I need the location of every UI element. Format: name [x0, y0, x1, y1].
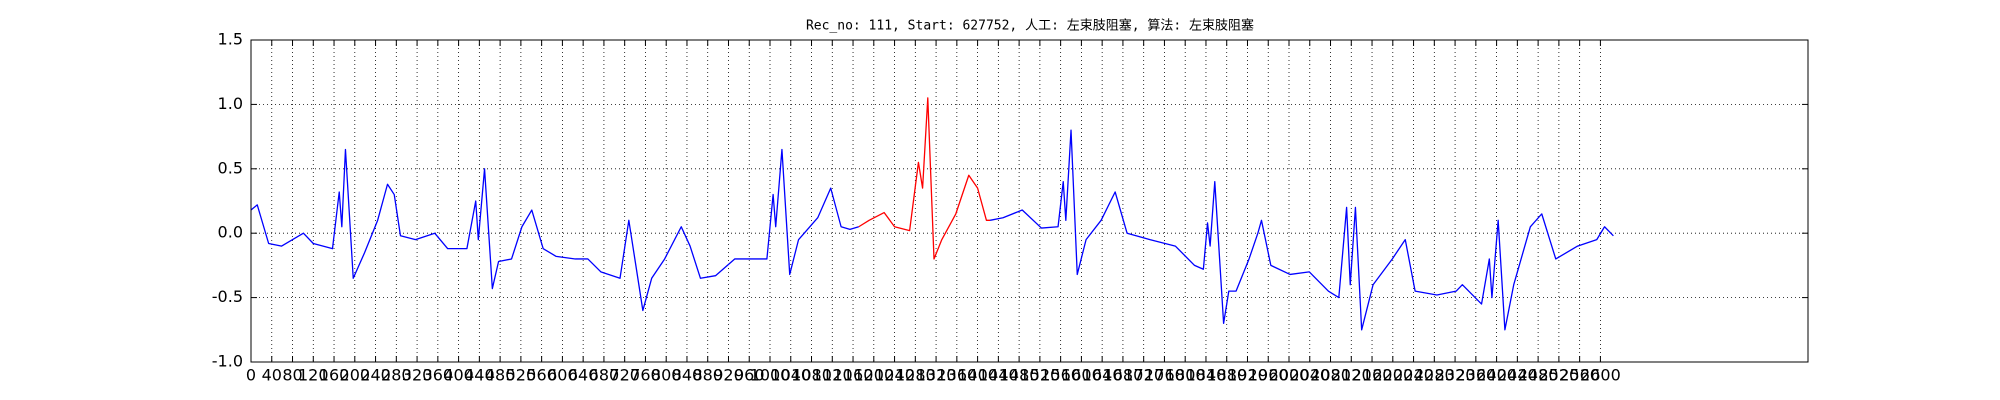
x-tick-label: 1000	[750, 366, 791, 385]
series-line	[858, 97, 991, 260]
x-tick-label: 720	[609, 366, 640, 385]
x-tick-label: 1080	[791, 366, 832, 385]
x-tick-label: 1120	[812, 366, 853, 385]
series-line	[989, 129, 1614, 331]
x-tick-label: 640	[568, 366, 599, 385]
x-tick-label: 480	[485, 366, 516, 385]
x-tick-label: 560	[526, 366, 557, 385]
x-tick-label: 2000	[1269, 366, 1310, 385]
x-tick-label: 2520	[1539, 366, 1580, 385]
y-tick-label: 1.0	[218, 94, 243, 113]
x-tick-label: 1040	[770, 366, 811, 385]
x-tick-label: 1200	[853, 366, 894, 385]
y-tick-label: 0.0	[218, 223, 243, 242]
x-tick-label: 600	[547, 366, 578, 385]
x-tick-label: 1960	[1248, 366, 1289, 385]
x-tick-label: 1440	[978, 366, 1019, 385]
x-tick-label: 240	[360, 366, 391, 385]
x-tick-label: 200	[340, 366, 371, 385]
x-tick-label: 2160	[1352, 366, 1393, 385]
x-tick-label: 1760	[1144, 366, 1185, 385]
x-tick-label: 1160	[833, 366, 874, 385]
x-tick-label: 2400	[1476, 366, 1517, 385]
x-tick-label: 920	[713, 366, 744, 385]
x-tick-label: 1360	[936, 366, 977, 385]
chart-title: Rec_no: 111, Start: 627752, 人工: 左束肢阻塞, 算…	[806, 18, 1254, 34]
x-tick-label: 1320	[916, 366, 957, 385]
x-tick-label: 160	[319, 366, 350, 385]
x-tick-label: 1800	[1165, 366, 1206, 385]
x-tick-label: 400	[443, 366, 474, 385]
x-tick-label: 1920	[1227, 366, 1268, 385]
x-tick-label: 680	[589, 366, 620, 385]
x-tick-label: 2120	[1331, 366, 1372, 385]
x-tick-label: 2280	[1414, 366, 1455, 385]
x-tick-label: 2200	[1372, 366, 1413, 385]
x-tick-label: 1720	[1123, 366, 1164, 385]
y-tick-label: 1.5	[218, 30, 243, 49]
x-tick-label: 1840	[1186, 366, 1227, 385]
series-line	[250, 148, 859, 312]
x-tick-label: 1240	[874, 366, 915, 385]
x-tick-label: 320	[402, 366, 433, 385]
x-tick-label: 40	[262, 366, 282, 385]
plot-frame	[250, 39, 1809, 363]
x-tick-label: 1560	[1040, 366, 1081, 385]
x-tick-label: 0	[246, 366, 256, 385]
x-tick-label: 80	[282, 366, 302, 385]
x-tick-label: 800	[651, 366, 682, 385]
x-tick-label: 280	[381, 366, 412, 385]
x-tick-label: 1640	[1082, 366, 1123, 385]
x-tick-label: 440	[464, 366, 495, 385]
x-tick-label: 1400	[957, 366, 998, 385]
x-tick-label: 2600	[1580, 366, 1621, 385]
x-tick-label: 1680	[1103, 366, 1144, 385]
x-tick-label: 1520	[1020, 366, 1061, 385]
x-tick-label: 2480	[1518, 366, 1559, 385]
y-tick-label: -1.0	[212, 352, 243, 371]
x-tick-label: 1480	[999, 366, 1040, 385]
x-tick-label: 2360	[1455, 366, 1496, 385]
x-tick-label: 2040	[1289, 366, 1330, 385]
x-tick-label: 360	[423, 366, 454, 385]
x-tick-label: 2560	[1559, 366, 1600, 385]
x-tick-label: 2080	[1310, 366, 1351, 385]
x-tick-label: 520	[506, 366, 537, 385]
x-tick-label: 2240	[1393, 366, 1434, 385]
x-tick-label: 1280	[895, 366, 936, 385]
x-tick-label: 1600	[1061, 366, 1102, 385]
x-tick-label: 2440	[1497, 366, 1538, 385]
x-tick-label: 960	[734, 366, 765, 385]
x-tick-label: 880	[692, 366, 723, 385]
x-tick-label: 760	[630, 366, 661, 385]
x-tick-label: 120	[298, 366, 329, 385]
x-tick-label: 840	[672, 366, 703, 385]
y-tick-label: 0.5	[218, 158, 243, 177]
x-tick-label: 1880	[1206, 366, 1247, 385]
x-tick-label: 2320	[1435, 366, 1476, 385]
y-tick-label: -0.5	[212, 287, 243, 306]
